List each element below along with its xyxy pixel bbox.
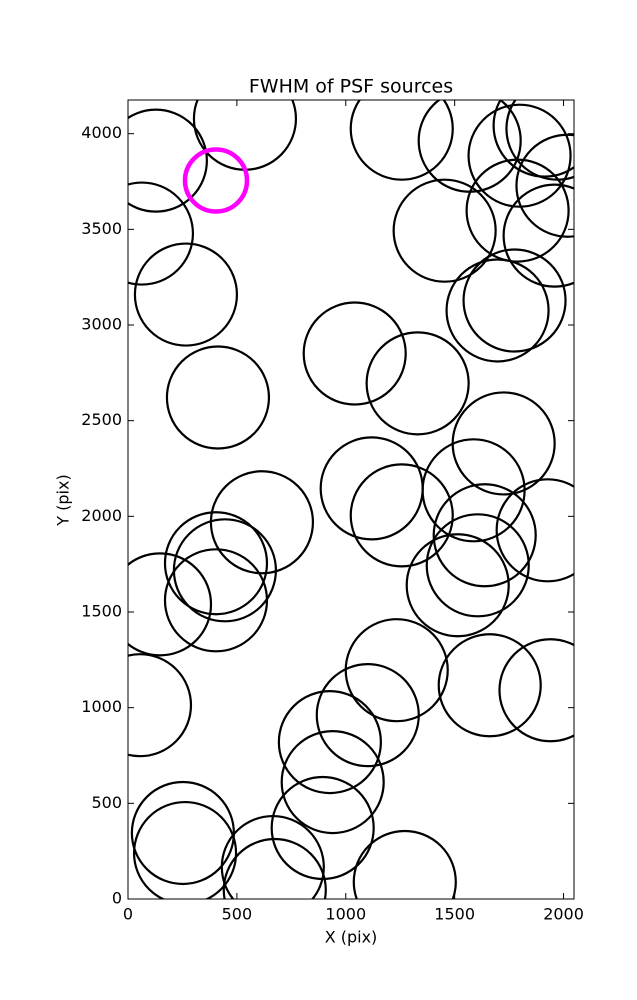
- psf-circle: [465, 158, 570, 263]
- psf-circle: [515, 133, 574, 238]
- psf-circle: [437, 633, 542, 738]
- y-tick-label: 4000: [81, 123, 122, 142]
- psf-circle: [405, 533, 510, 638]
- x-tick-label: 2000: [543, 905, 584, 924]
- y-tick-label: 0: [112, 889, 122, 908]
- psf-circle: [467, 103, 572, 208]
- psf-circle: [128, 108, 208, 213]
- y-tick-label: 1500: [81, 602, 122, 621]
- psf-circle: [132, 800, 238, 899]
- x-tick-label: 1000: [325, 905, 366, 924]
- x-axis-label: X (pix): [325, 928, 378, 947]
- y-tick-label: 500: [91, 793, 122, 812]
- x-tick-label: 0: [123, 905, 133, 924]
- psf-circle: [352, 829, 457, 899]
- x-tick-label: 500: [222, 905, 253, 924]
- chart-title: FWHM of PSF sources: [249, 76, 453, 98]
- psf-circle: [462, 248, 567, 353]
- y-axis-label: Y (pix): [54, 474, 73, 526]
- psf-circle: [315, 663, 420, 768]
- y-tick-label: 3000: [81, 315, 122, 334]
- x-tick-label: 1500: [434, 905, 475, 924]
- psf-circle: [502, 183, 574, 288]
- psf-circle: [280, 729, 385, 835]
- y-tick-label: 3500: [81, 219, 122, 238]
- psf-circle: [392, 178, 497, 283]
- psf-circle: [492, 100, 574, 178]
- y-tick-label: 1000: [81, 697, 122, 716]
- psf-circle: [163, 548, 269, 653]
- plot-frame: [127, 99, 575, 900]
- psf-circle: [495, 478, 574, 583]
- psf-circle: [222, 837, 327, 899]
- psf-circle: [498, 638, 574, 743]
- psf-circle: [432, 483, 537, 588]
- psf-circle: [277, 690, 382, 795]
- psf-circle: [133, 242, 239, 347]
- psf-circle: [445, 258, 550, 363]
- y-tick-label: 2500: [81, 410, 122, 429]
- psf-circle: [182, 147, 250, 214]
- psf-circle: [365, 331, 470, 436]
- psf-circle: [165, 345, 271, 450]
- psf-circle: [425, 513, 530, 618]
- psf-circle: [349, 463, 454, 568]
- psf-circle: [302, 301, 407, 406]
- psf-circle: [349, 100, 454, 181]
- psf-circle: [163, 511, 269, 616]
- psf-circle: [128, 552, 213, 657]
- psf-circle: [128, 181, 195, 286]
- psf-circle: [421, 438, 526, 543]
- psf-circle: [128, 653, 193, 758]
- y-tick-label: 2000: [81, 506, 122, 525]
- plot-area: [128, 100, 574, 899]
- psf-circle: [220, 814, 325, 899]
- psf-circle: [209, 470, 315, 575]
